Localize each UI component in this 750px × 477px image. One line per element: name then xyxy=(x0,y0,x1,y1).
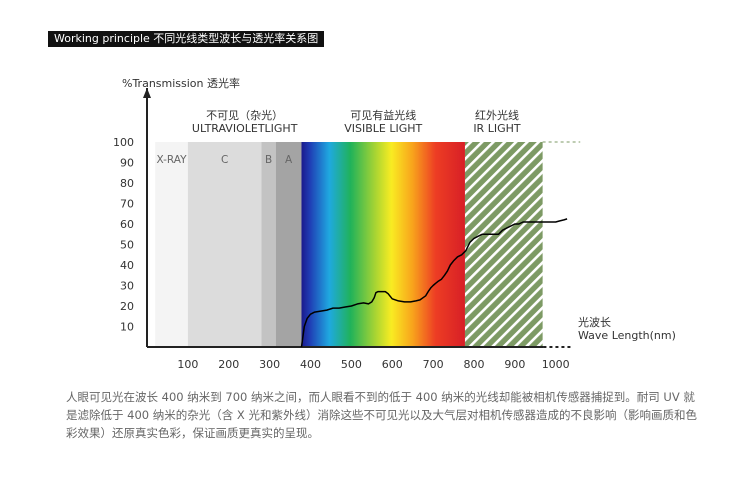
region-label-cn-invisible: 不可见（杂光） xyxy=(206,108,283,122)
transmission-curve xyxy=(300,218,568,348)
x-tick-label: 500 xyxy=(341,358,362,371)
y-tick-label: 20 xyxy=(120,300,134,313)
region-label-en-visible: VISIBLE LIGHT xyxy=(344,122,422,135)
region-label-cn-visible: 可见有益光线 xyxy=(350,108,416,122)
caption-text: 人眼可见光在波长 400 纳米到 700 纳米之间，而人眼看不到的低于 400 … xyxy=(66,390,697,440)
x-tick-label: 100 xyxy=(177,358,198,371)
band-label-uvb: B xyxy=(265,154,272,166)
y-tick-label: 60 xyxy=(120,218,134,231)
ir-hatch-band xyxy=(464,142,543,347)
x-tick-label: 400 xyxy=(300,358,321,371)
band-uvc xyxy=(187,142,262,347)
band-uvb xyxy=(261,142,276,347)
x-axis-label-cn: 光波长 xyxy=(578,315,611,329)
x-tick-label: 700 xyxy=(423,358,444,371)
y-tick-label: 80 xyxy=(120,177,134,190)
region-label-cn-ir: 红外光线 xyxy=(475,108,519,122)
y-tick-label: 50 xyxy=(120,239,134,252)
x-tick-label: 1000 xyxy=(542,358,570,371)
y-axis-label: %Transmission 透光率 xyxy=(122,76,240,90)
region-label-en-invisible: ULTRAVIOLETLIGHT xyxy=(192,122,298,135)
band-label-uvc: C xyxy=(221,154,228,166)
y-tick-label: 40 xyxy=(120,259,134,272)
x-tick-label: 800 xyxy=(463,358,484,371)
x-axis-label: Wave Length(nm) xyxy=(578,329,676,342)
band-xray xyxy=(155,142,188,347)
transmission-chart: X-RAY C B A 不可见（杂光）ULTRAVIOLETLIGHT 可见有益光线VI… xyxy=(113,76,676,371)
x-tick-label: 600 xyxy=(382,358,403,371)
band-label-uva: A xyxy=(285,154,293,166)
band-label-xray: X-RAY xyxy=(156,154,187,166)
y-tick-label: 10 xyxy=(120,321,134,334)
page-title: Working principle 不同光线类型波长与透光率关系图 xyxy=(48,31,325,47)
y-tick-label: 100 xyxy=(113,136,134,149)
y-tick-label: 90 xyxy=(120,157,134,170)
x-tick-label: 300 xyxy=(259,358,280,371)
x-tick-label: 900 xyxy=(504,358,525,371)
band-uva xyxy=(275,142,302,347)
visible-spectrum-band xyxy=(301,142,465,347)
y-tick-label: 30 xyxy=(120,280,134,293)
region-label-en-ir: IR LIGHT xyxy=(473,122,521,135)
y-axis-arrow xyxy=(143,88,151,98)
x-tick-label: 200 xyxy=(218,358,239,371)
y-tick-label: 70 xyxy=(120,198,134,211)
